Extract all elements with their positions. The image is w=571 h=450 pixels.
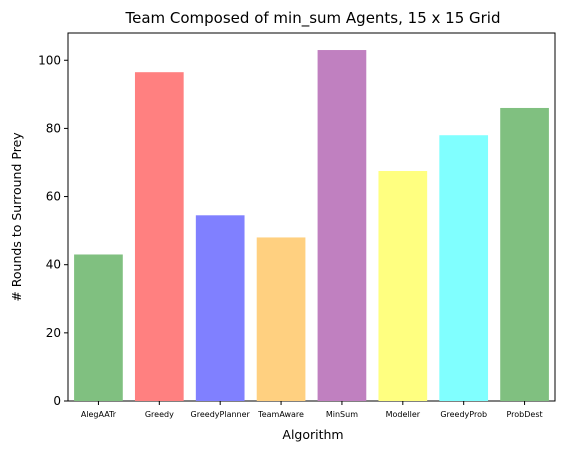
x-tick-label: TeamAware xyxy=(257,410,304,419)
x-tick-label: Greedy xyxy=(145,410,174,419)
y-tick-label: 20 xyxy=(46,326,61,340)
x-axis-label: Algorithm xyxy=(282,427,343,442)
y-tick-label: 100 xyxy=(38,53,61,67)
bar-greedy xyxy=(134,72,184,402)
x-axis-ticks: AlegAATr Greedy GreedyPlanner TeamAware MinS… xyxy=(81,401,543,419)
bar-alegaatr xyxy=(74,254,123,401)
bar-greedyprob xyxy=(439,135,489,401)
plot-frame xyxy=(67,32,556,402)
bar-probdest xyxy=(500,107,549,402)
x-tick-label: GreedyPlanner xyxy=(191,410,251,419)
x-tick-label: MinSum xyxy=(326,410,358,419)
bar-greedyplanner xyxy=(195,215,245,401)
y-axis-label: # Rounds to Surround Prey xyxy=(9,132,24,302)
y-tick-label: 80 xyxy=(46,121,61,135)
bar-teamaware xyxy=(256,237,306,401)
plot-area: 0 20 40 60 80 100 AlegAATr Greedy GreedyPlanner… xyxy=(38,32,556,419)
y-tick-label: 40 xyxy=(46,258,61,272)
bar-modeller xyxy=(378,171,428,401)
bar-minsum xyxy=(317,50,367,401)
bars-group xyxy=(74,50,549,402)
x-tick-label: ProbDest xyxy=(506,410,542,419)
y-tick-label: 0 xyxy=(53,394,61,408)
x-tick-label: AlegAATr xyxy=(81,410,117,419)
y-axis-ticks: 0 20 40 60 80 100 xyxy=(38,53,68,408)
x-tick-label: Modeller xyxy=(386,410,421,419)
x-tick-label: GreedyProb xyxy=(440,410,487,419)
chart-title: Team Composed of min_sum Agents, 15 x 15… xyxy=(124,9,500,28)
y-tick-label: 60 xyxy=(46,190,61,204)
